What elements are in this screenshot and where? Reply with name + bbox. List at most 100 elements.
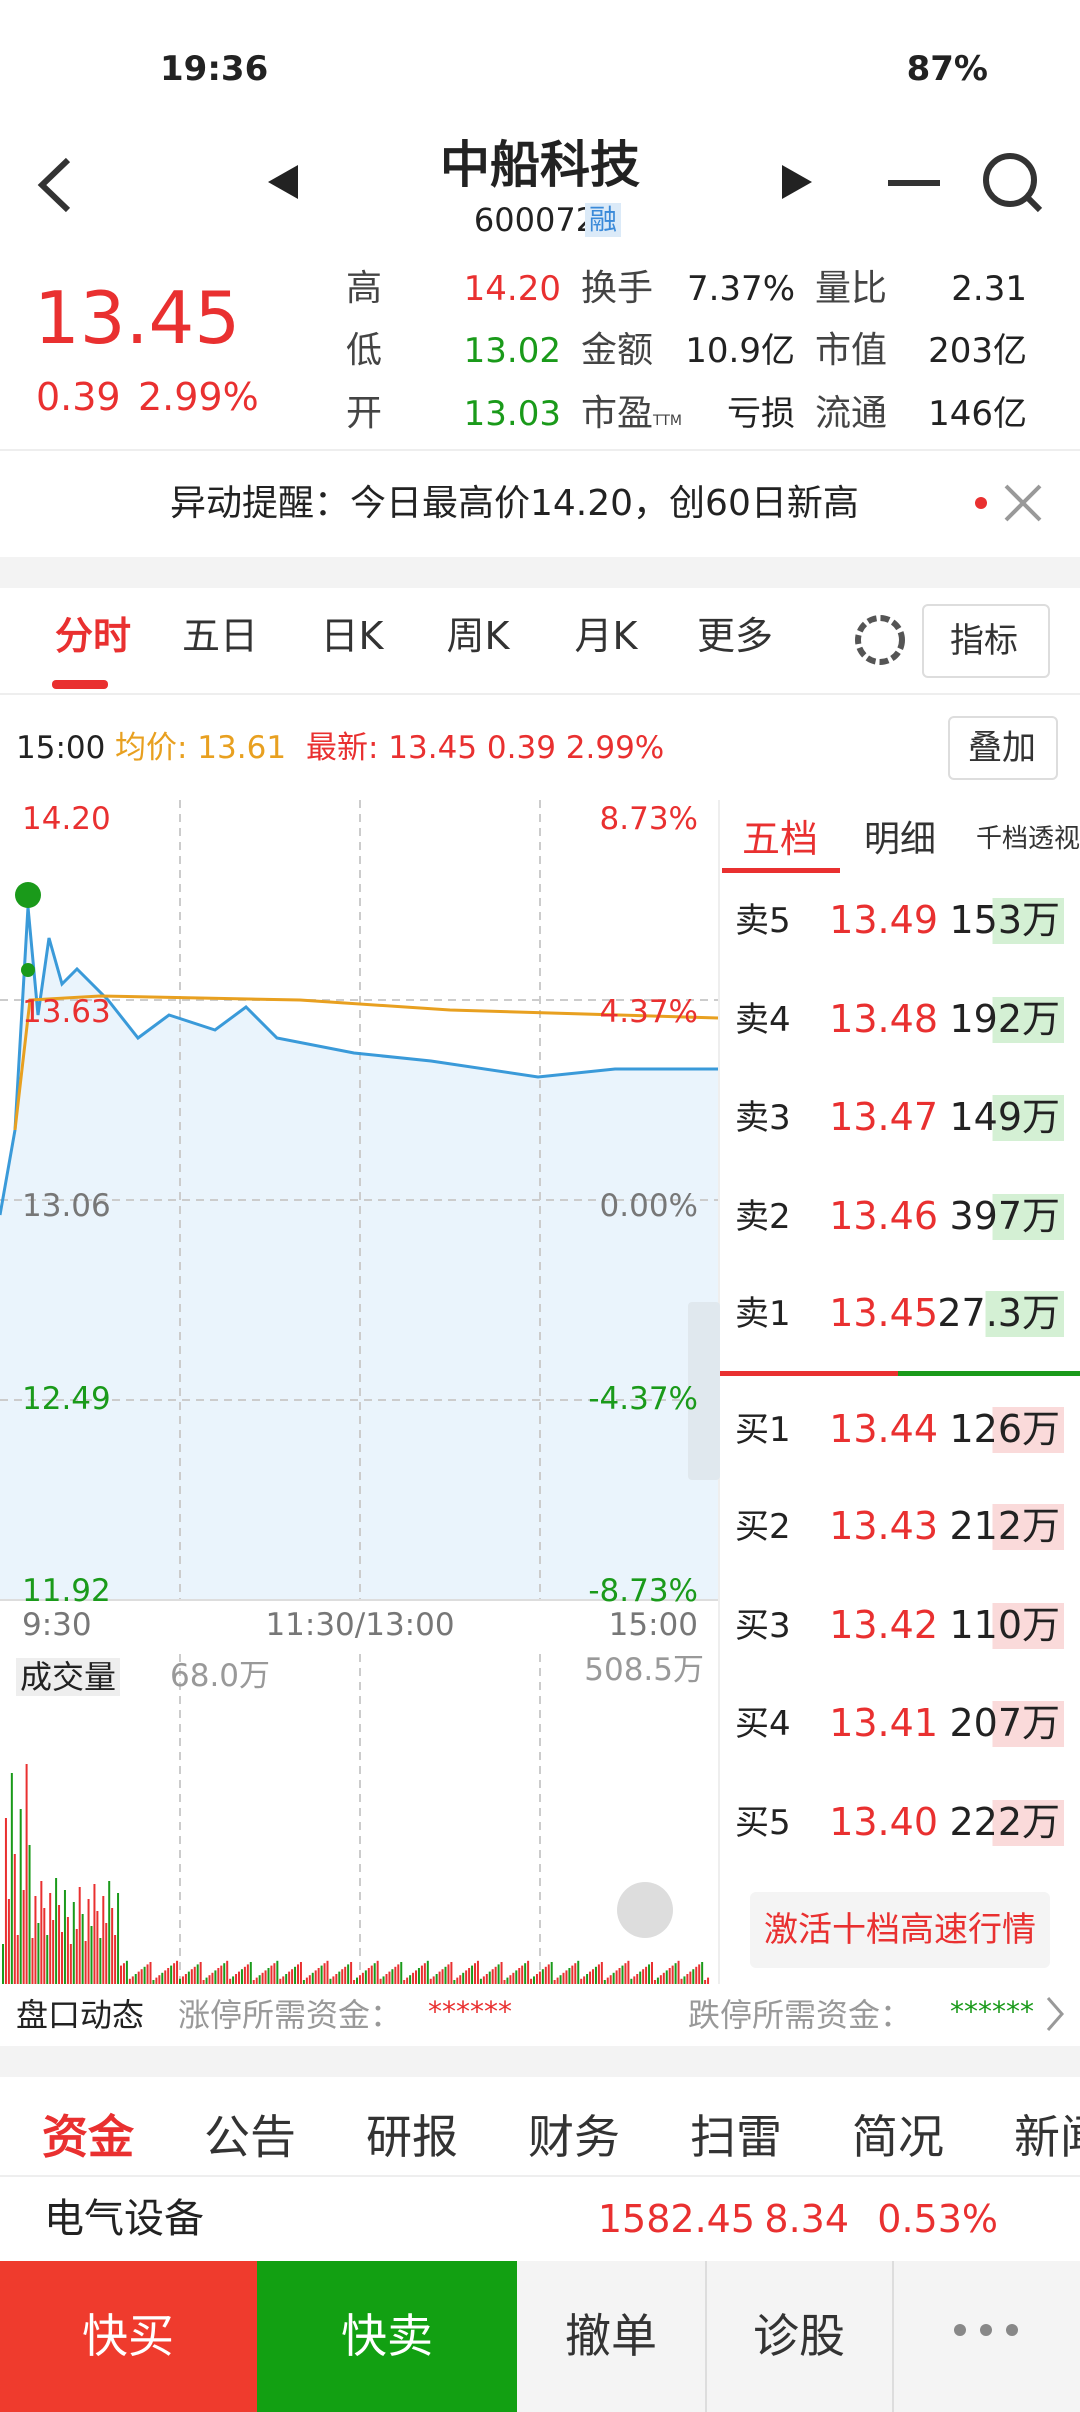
- volume-bar-decor: [665, 1970, 668, 1984]
- volume-bar-decor: [28, 1845, 31, 1984]
- sell-button[interactable]: [257, 2261, 517, 2412]
- volume-bar-decor: [246, 1964, 249, 1984]
- volume-bar-decor: [335, 1974, 338, 1984]
- book-tab[interactable]: 明细: [863, 819, 937, 861]
- volume-bar-decor: [61, 1932, 63, 1984]
- book-tab[interactable]: 千档透视: [975, 824, 1080, 855]
- tab-indicator: [52, 680, 108, 689]
- volume-bar-decor: [441, 1969, 444, 1984]
- chart-tab[interactable]: 月K: [574, 614, 638, 659]
- info-tab[interactable]: 扫雷: [690, 2110, 782, 2165]
- volume-bar-decor: [161, 1972, 164, 1984]
- volume-bar-decor: [294, 1966, 297, 1984]
- volume-bar-decor: [2, 1944, 4, 1984]
- volume-bar-decor: [37, 1923, 40, 1984]
- info-tab[interactable]: 简况: [852, 2110, 944, 2165]
- volume-label[interactable]: 成交量: [16, 1657, 121, 1697]
- action-button[interactable]: 诊股: [753, 2309, 845, 2364]
- search-icon[interactable]: [983, 153, 1037, 207]
- chart-tab[interactable]: 日K: [320, 614, 384, 659]
- book-label: 买1: [735, 1409, 791, 1450]
- overlay-button[interactable]: 叠加: [968, 727, 1036, 768]
- chart-tab[interactable]: 五日: [181, 614, 259, 659]
- time-axis-label: 9:30: [22, 1607, 92, 1644]
- stat-label: 市值: [815, 330, 888, 372]
- settings-icon[interactable]: [855, 615, 905, 665]
- volume-bar-decor: [651, 1962, 653, 1984]
- stat-value: 14.20: [463, 268, 561, 309]
- volume-bar-decor: [580, 1978, 583, 1984]
- book-label: 卖4: [735, 999, 791, 1040]
- chart-tab[interactable]: 更多: [696, 614, 774, 659]
- indicator-button[interactable]: 指标: [950, 620, 1018, 661]
- volume-bar-decor: [594, 1966, 597, 1984]
- volume-bar-decor: [630, 1978, 633, 1984]
- action-button[interactable]: 快卖: [341, 2309, 433, 2364]
- stat-value: 7.37%: [686, 268, 795, 309]
- stat-value: 亏损: [727, 393, 795, 434]
- expand-icon[interactable]: [617, 1882, 673, 1938]
- book-price: 13.49: [829, 898, 938, 943]
- volume-bar-decor: [99, 1938, 102, 1984]
- volume-bar-decor: [400, 1962, 403, 1984]
- chart-tab[interactable]: 分时: [54, 614, 132, 659]
- volume-bar-decor: [370, 1965, 373, 1984]
- volume-bar-decor: [285, 1974, 288, 1984]
- volume-bar-decor: [364, 1970, 367, 1984]
- volume-bar-decor: [353, 1980, 356, 1984]
- stat-value: 2.31: [951, 268, 1027, 309]
- action-button[interactable]: 快买: [82, 2309, 174, 2364]
- volume-bar-decor: [108, 1881, 111, 1984]
- status-time: 19:36: [160, 48, 269, 89]
- upgrade-button[interactable]: 激活十档高速行情: [764, 1909, 1036, 1950]
- volume-bar-decor: [143, 1966, 146, 1984]
- chevron[interactable]: [1046, 1997, 1064, 2031]
- volume-bar-decor: [235, 1974, 238, 1984]
- volume-bar-decor: [16, 1935, 19, 1984]
- book-tab[interactable]: 五档: [741, 817, 819, 862]
- info-tab[interactable]: 研报: [366, 2110, 458, 2165]
- info-tab[interactable]: 资金: [42, 2110, 134, 2165]
- info-tab[interactable]: 公告: [204, 2110, 296, 2165]
- volume-bar-decor: [158, 1975, 161, 1984]
- volume-bar-decor: [155, 1977, 158, 1984]
- buy-button[interactable]: [0, 2261, 257, 2412]
- volume-bar-decor: [541, 1969, 544, 1984]
- volume-bar-decor: [72, 1902, 75, 1984]
- indicator-box[interactable]: [922, 604, 1050, 678]
- chart-tab[interactable]: 周K: [446, 614, 510, 659]
- change: 0.39: [36, 375, 121, 420]
- volume-bar-decor: [128, 1978, 131, 1984]
- volume-bar-decor: [344, 1966, 347, 1984]
- volume-bar-decor: [444, 1966, 447, 1984]
- volume-bar-decor: [406, 1977, 409, 1984]
- volume-bar-decor: [69, 1944, 72, 1984]
- volume-bar-decor: [358, 1975, 361, 1984]
- prev-icon[interactable]: [268, 165, 298, 199]
- volume-bar-decor: [633, 1976, 636, 1984]
- volume-bar-decor: [627, 1960, 630, 1984]
- volume-bar-decor: [527, 1960, 530, 1984]
- tab-indicator: [722, 868, 840, 873]
- volume-bar-decor: [170, 1965, 173, 1984]
- back-icon[interactable]: [37, 157, 71, 213]
- volume-bar-decor: [568, 1968, 571, 1984]
- stat-value: 13.02: [463, 330, 561, 371]
- volume-bar-decor: [173, 1963, 176, 1984]
- button-bg[interactable]: [750, 1892, 1050, 1968]
- book-volume: 110万: [945, 1603, 1064, 1649]
- overlay-box[interactable]: [948, 716, 1058, 780]
- collapse-handle[interactable]: [688, 1302, 720, 1480]
- volume-bar-decor: [75, 1929, 78, 1984]
- info-tab[interactable]: 财务: [528, 2110, 620, 2165]
- next-icon[interactable]: [782, 165, 812, 199]
- volume-bar-decor: [31, 1938, 34, 1984]
- volume-bar-decor: [297, 1964, 299, 1984]
- volume-bar-decor: [13, 1854, 16, 1984]
- close-icon[interactable]: [1004, 484, 1042, 522]
- info-tab[interactable]: 新闻: [1014, 2110, 1080, 2165]
- action-button[interactable]: 撤单: [565, 2309, 657, 2364]
- volume-bar-decor: [34, 1896, 37, 1984]
